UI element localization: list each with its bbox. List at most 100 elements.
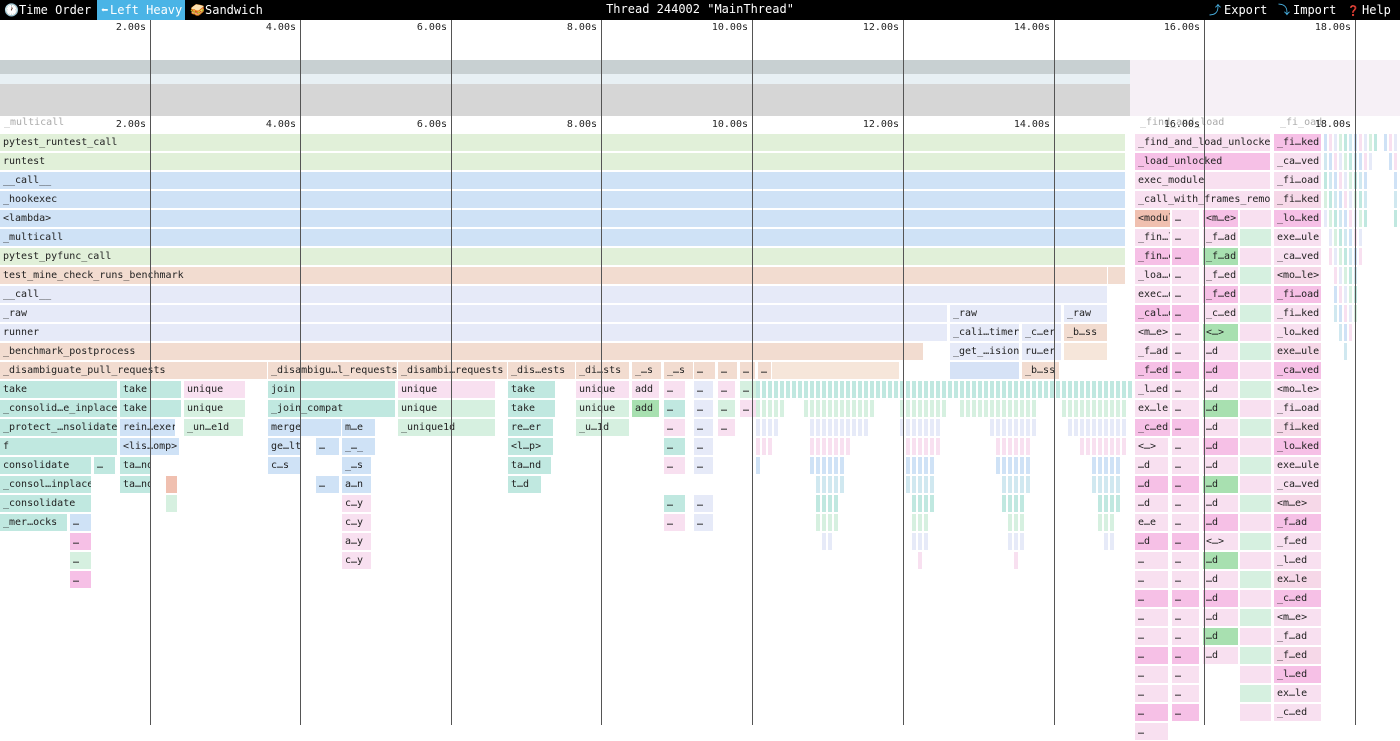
flame-frame[interactable]: …d [1203, 552, 1239, 570]
flame-frame[interactable]: … [694, 514, 714, 532]
flame-frame[interactable]: _fi…oad [1274, 172, 1322, 190]
flame-frame[interactable]: … [664, 438, 686, 456]
flame-frame[interactable]: … [1172, 476, 1200, 494]
flame-frame[interactable]: … [1172, 609, 1200, 627]
flame-sliver[interactable] [1098, 476, 1103, 494]
flame-sliver[interactable] [1056, 381, 1061, 399]
flame-sliver[interactable] [834, 457, 839, 475]
flame-frame[interactable]: _dis…ests [508, 362, 576, 380]
flame-frame[interactable]: … [718, 362, 738, 380]
flame-sliver[interactable] [1324, 134, 1328, 152]
flame-frame[interactable]: …d [1135, 476, 1169, 494]
flame-sliver[interactable] [960, 400, 965, 418]
flame-sliver[interactable] [840, 381, 845, 399]
flame-frame[interactable]: _fi…ked [1274, 305, 1322, 323]
flame-frame[interactable]: _mer…ocks [0, 514, 68, 532]
flame-frame[interactable]: … [1172, 590, 1200, 608]
flame-sliver[interactable] [1344, 248, 1348, 266]
flame-sliver[interactable] [918, 514, 923, 532]
flame-sliver[interactable] [1344, 191, 1348, 209]
flame-frame[interactable]: _cal…oved [1135, 305, 1171, 323]
import-button[interactable]: ⤵ Import [1274, 0, 1342, 20]
flame-sliver[interactable] [930, 419, 935, 437]
flame-sliver[interactable] [912, 381, 917, 399]
flame-frame[interactable]: _di…sts [576, 362, 630, 380]
flame-sliver[interactable] [1359, 172, 1363, 190]
flame-frame[interactable]: pytest_pyfunc_call [0, 248, 1126, 266]
flame-sliver[interactable] [864, 400, 869, 418]
flame-frame[interactable]: …d [1203, 514, 1239, 532]
flame-sliver[interactable] [840, 457, 845, 475]
flame-graph[interactable]: pytest_runtest_call runtest __call__ _hooke… [0, 134, 1400, 741]
flame-sliver[interactable] [1020, 438, 1025, 456]
flame-frame[interactable]: _consolid…e_inplace [0, 400, 118, 418]
flame-frame[interactable]: _raw [950, 305, 1062, 323]
flame-frame[interactable]: _raw [1064, 305, 1108, 323]
flame-sliver[interactable] [912, 514, 917, 532]
flame-frame[interactable]: _b…ss [1064, 324, 1108, 342]
flame-sliver[interactable] [1074, 419, 1079, 437]
flame-sliver[interactable] [1344, 210, 1348, 228]
flame-sliver[interactable] [1364, 153, 1368, 171]
flame-sliver[interactable] [1334, 229, 1338, 247]
flame-frame[interactable]: _fi…oad [1274, 400, 1322, 418]
flame-sliver[interactable] [918, 381, 923, 399]
flame-sliver[interactable] [1026, 457, 1031, 475]
flame-sliver[interactable] [1369, 153, 1373, 171]
flame-sliver[interactable] [768, 419, 773, 437]
flame-frame[interactable]: _f…ed [1203, 267, 1239, 285]
flame-sliver[interactable] [1344, 229, 1348, 247]
flame-frame[interactable]: _…s [664, 362, 694, 380]
flame-sliver[interactable] [924, 533, 929, 551]
flame-sliver[interactable] [786, 381, 791, 399]
flame-sliver[interactable] [1086, 419, 1091, 437]
flame-sliver[interactable] [834, 381, 839, 399]
flame-sliver[interactable] [816, 381, 821, 399]
flame-frame[interactable]: … [1172, 438, 1200, 456]
flame-sliver[interactable] [798, 381, 803, 399]
flame-frame[interactable]: _l…ed [1274, 666, 1322, 684]
flame-sliver[interactable] [840, 476, 845, 494]
flame-frame[interactable]: _c…ed [1274, 590, 1322, 608]
flame-sliver[interactable] [924, 419, 929, 437]
flame-sliver[interactable] [966, 381, 971, 399]
flame-sliver[interactable] [1098, 381, 1103, 399]
flame-sliver[interactable] [1074, 381, 1079, 399]
flame-frame[interactable]: … [316, 476, 340, 494]
flame-frame[interactable]: _f…ad [1203, 229, 1239, 247]
flame-sliver[interactable] [1020, 419, 1025, 437]
flame-frame[interactable]: … [94, 457, 116, 475]
flame-sliver[interactable] [930, 476, 935, 494]
flame-sliver[interactable] [858, 400, 863, 418]
flame-sliver[interactable] [834, 514, 839, 532]
flame-sliver[interactable] [768, 400, 773, 418]
flame-sliver[interactable] [1098, 419, 1103, 437]
flame-sliver[interactable] [1329, 153, 1333, 171]
flame-sliver[interactable] [1092, 419, 1097, 437]
flame-frame[interactable]: <m…e> [1274, 495, 1322, 513]
flame-sliver[interactable] [1354, 229, 1358, 247]
flame-frame[interactable]: exec…dule [1135, 286, 1171, 304]
flame-sliver[interactable] [1110, 419, 1115, 437]
flame-sliver[interactable] [804, 400, 809, 418]
flame-frame[interactable]: … [1172, 514, 1200, 532]
flame-frame[interactable]: … [664, 514, 686, 532]
flame-sliver[interactable] [1122, 419, 1127, 437]
flame-sliver[interactable] [1008, 514, 1013, 532]
flame-sliver[interactable] [762, 400, 767, 418]
flame-sliver[interactable] [1110, 381, 1115, 399]
flame-sliver[interactable] [822, 419, 827, 437]
flame-frame[interactable] [1240, 286, 1272, 304]
flame-sliver[interactable] [1020, 514, 1025, 532]
flame-sliver[interactable] [1339, 210, 1343, 228]
flame-sliver[interactable] [1002, 495, 1007, 513]
flame-frame[interactable]: runner [0, 324, 948, 342]
flame-sliver[interactable] [1384, 134, 1388, 152]
flame-frame[interactable] [1240, 324, 1272, 342]
flame-frame[interactable]: __call__ [0, 286, 1108, 304]
flame-sliver[interactable] [1026, 400, 1031, 418]
flame-frame[interactable]: …d [1203, 438, 1239, 456]
flame-frame[interactable]: pytest_runtest_call [0, 134, 1126, 152]
flame-sliver[interactable] [762, 381, 767, 399]
flame-sliver[interactable] [996, 400, 1001, 418]
